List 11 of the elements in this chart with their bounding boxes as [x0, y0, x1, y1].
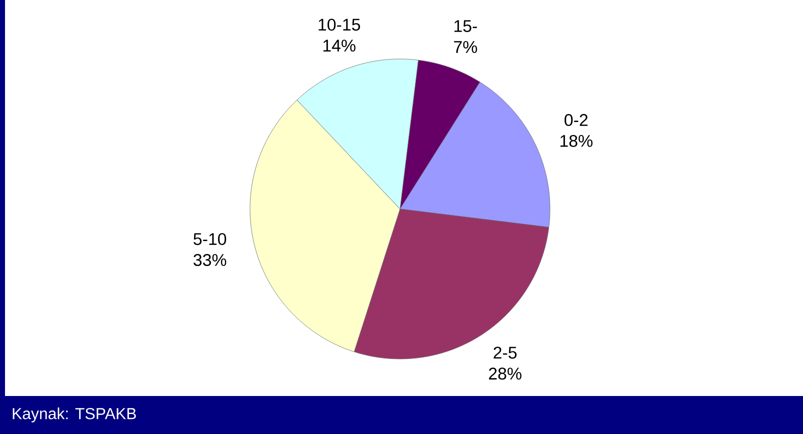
slice-label: 10-15	[318, 18, 360, 31]
text: Kaynak: TSPAKB	[12, 408, 136, 422]
slice-label: 2-5	[494, 346, 517, 359]
data-label: 7%	[454, 41, 478, 53]
data-label: 33%	[194, 254, 226, 266]
slice-label: 15-	[454, 20, 477, 32]
slice-label: 5-10	[194, 233, 226, 246]
data-label: 28%	[488, 368, 522, 380]
data-label: 14%	[323, 40, 356, 52]
slice-label: 0-2	[564, 114, 588, 126]
data-label: 18%	[560, 134, 592, 147]
